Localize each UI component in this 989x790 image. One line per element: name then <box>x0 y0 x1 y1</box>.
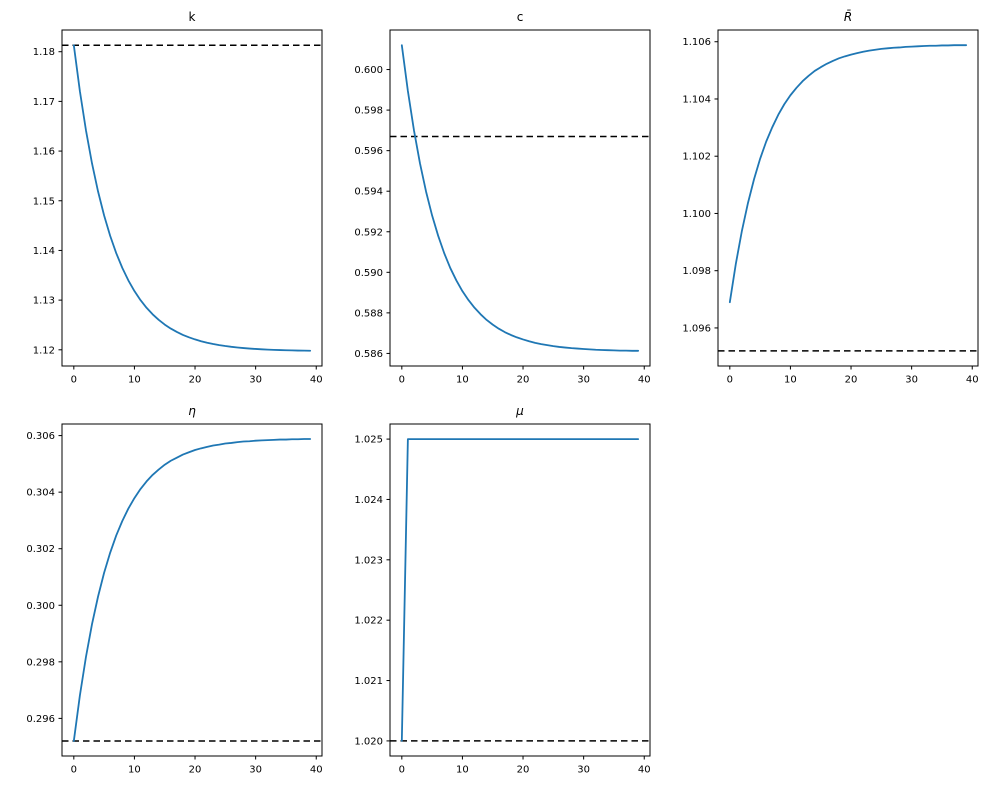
series-transition-path <box>72 44 312 352</box>
x-tick-label: 30 <box>577 375 590 386</box>
y-tick-label: 1.024 <box>354 495 383 506</box>
y-tick-label: 0.296 <box>26 714 55 725</box>
subplot-title: c <box>517 10 524 24</box>
x-tick-label: 20 <box>517 375 530 386</box>
x-tick-label: 10 <box>456 375 469 386</box>
y-tick-label: 0.590 <box>354 268 383 279</box>
subplot-title: η <box>188 404 196 418</box>
x-tick-label: 20 <box>189 765 202 776</box>
y-tick-label: 0.298 <box>26 657 55 668</box>
subplot-title: R̄ <box>844 10 852 24</box>
y-tick-label: 1.14 <box>33 246 55 257</box>
y-tick-label: 0.594 <box>354 187 383 198</box>
y-tick-label: 0.586 <box>354 349 383 360</box>
axes-frame <box>61 29 323 367</box>
y-tick-label: 0.596 <box>354 146 383 157</box>
series-transition-path <box>400 44 640 352</box>
y-tick-label: 0.304 <box>26 488 55 499</box>
y-tick-label: 0.306 <box>26 431 55 442</box>
x-tick-label: 10 <box>128 765 141 776</box>
series-transition-path <box>728 44 968 304</box>
x-tick-label: 20 <box>845 375 858 386</box>
subplot-title: μ <box>515 404 524 418</box>
x-tick-label: 30 <box>249 765 262 776</box>
subplot-mu: 0 10 20 30 40 1.020 1.021 1.022 1.023 1.024 1.025 μ <box>354 404 650 776</box>
x-tick-label: 30 <box>249 375 262 386</box>
y-tick-label: 1.17 <box>33 97 55 108</box>
y-tick-label: 1.025 <box>354 435 383 446</box>
x-tick-label: 30 <box>577 765 590 776</box>
y-tick-label: 0.588 <box>354 308 383 319</box>
y-tick-label: 0.592 <box>354 227 383 238</box>
y-tick-label: 1.13 <box>33 296 55 307</box>
y-tick-label: 1.021 <box>354 676 383 687</box>
y-tick-label: 0.302 <box>26 544 55 555</box>
y-tick-label: 1.098 <box>682 266 711 277</box>
y-tick-label: 0.600 <box>354 65 383 76</box>
subplot-eta: 0 10 20 30 40 0.296 0.298 0.300 0.302 0.304 0.306 η <box>26 404 322 776</box>
x-tick-label: 10 <box>456 765 469 776</box>
subplot-title: k <box>189 10 196 24</box>
x-tick-label: 40 <box>310 375 323 386</box>
x-tick-label: 40 <box>638 765 651 776</box>
x-tick-label: 10 <box>784 375 797 386</box>
y-tick-label: 1.022 <box>354 616 383 627</box>
x-tick-label: 0 <box>399 375 405 386</box>
y-tick-label: 1.12 <box>33 345 55 356</box>
x-tick-label: 0 <box>71 765 77 776</box>
series-transition-path <box>72 438 312 742</box>
x-tick-label: 10 <box>128 375 141 386</box>
x-tick-label: 30 <box>905 375 918 386</box>
y-tick-label: 1.100 <box>682 209 711 220</box>
subplot-Rbar: 0 10 20 30 40 1.096 1.098 1.100 1.102 1.104 1.106 R… <box>682 10 978 386</box>
y-tick-label: 1.104 <box>682 94 711 105</box>
y-tick-label: 1.096 <box>682 323 711 334</box>
x-tick-label: 40 <box>638 375 651 386</box>
y-tick-label: 1.106 <box>682 37 711 48</box>
subplot-c: 0 10 20 30 40 0.586 0.588 0.590 0.592 0.594 0.596 0… <box>354 10 650 386</box>
x-tick-label: 20 <box>189 375 202 386</box>
y-tick-label: 0.598 <box>354 106 383 117</box>
x-tick-label: 40 <box>310 765 323 776</box>
x-tick-label: 0 <box>71 375 77 386</box>
y-tick-label: 1.020 <box>354 736 383 747</box>
y-tick-label: 0.300 <box>26 601 55 612</box>
series-transition-path <box>400 438 640 742</box>
axes-frame <box>389 29 651 367</box>
x-tick-label: 40 <box>966 375 979 386</box>
x-tick-label: 20 <box>517 765 530 776</box>
y-tick-label: 1.023 <box>354 555 383 566</box>
y-tick-label: 1.102 <box>682 152 711 163</box>
y-tick-label: 1.15 <box>33 196 55 207</box>
y-tick-label: 1.18 <box>33 47 55 58</box>
x-tick-label: 0 <box>399 765 405 776</box>
axes-frame <box>389 423 651 757</box>
x-tick-label: 0 <box>727 375 733 386</box>
axes-frame <box>61 423 323 757</box>
y-tick-label: 1.16 <box>33 147 55 158</box>
axes-frame <box>717 29 979 367</box>
subplot-k: 0 10 20 30 40 1.12 1.13 1.14 1.15 1.16 1.17 1.18 k <box>33 10 323 386</box>
